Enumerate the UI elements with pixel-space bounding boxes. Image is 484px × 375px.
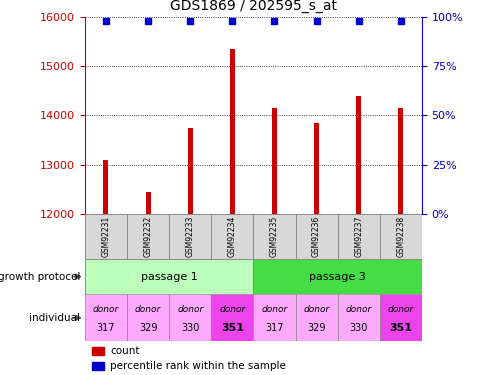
Bar bbox=[91, 362, 104, 370]
Text: donor: donor bbox=[219, 305, 245, 314]
Text: percentile rank within the sample: percentile rank within the sample bbox=[110, 361, 286, 371]
Bar bbox=[127, 214, 169, 259]
Text: growth protocol: growth protocol bbox=[0, 272, 80, 282]
Bar bbox=[355, 96, 361, 214]
Text: donor: donor bbox=[135, 305, 161, 314]
Text: 351: 351 bbox=[220, 323, 243, 333]
Text: 317: 317 bbox=[96, 323, 115, 333]
Text: 329: 329 bbox=[138, 323, 157, 333]
Text: GSM92231: GSM92231 bbox=[101, 216, 110, 257]
Bar bbox=[272, 108, 276, 214]
Text: GSM92238: GSM92238 bbox=[395, 216, 405, 257]
Bar bbox=[253, 214, 295, 259]
Text: donor: donor bbox=[345, 305, 371, 314]
Bar bbox=[337, 214, 379, 259]
Text: donor: donor bbox=[261, 305, 287, 314]
Text: donor: donor bbox=[177, 305, 203, 314]
Bar bbox=[103, 160, 108, 214]
Bar bbox=[295, 214, 337, 259]
Bar bbox=[253, 259, 421, 294]
Bar bbox=[379, 294, 421, 341]
Text: individual: individual bbox=[29, 313, 80, 323]
Text: 330: 330 bbox=[349, 323, 367, 333]
Text: donor: donor bbox=[303, 305, 329, 314]
Bar bbox=[145, 192, 151, 214]
Text: 329: 329 bbox=[307, 323, 325, 333]
Text: passage 1: passage 1 bbox=[140, 272, 197, 282]
Text: 330: 330 bbox=[181, 323, 199, 333]
Bar bbox=[253, 294, 295, 341]
Title: GDS1869 / 202595_s_at: GDS1869 / 202595_s_at bbox=[169, 0, 336, 13]
Text: passage 3: passage 3 bbox=[309, 272, 365, 282]
Bar bbox=[379, 214, 421, 259]
Text: donor: donor bbox=[387, 305, 413, 314]
Bar bbox=[295, 294, 337, 341]
Text: GSM92232: GSM92232 bbox=[143, 216, 152, 257]
Text: GSM92235: GSM92235 bbox=[270, 216, 278, 257]
Text: 351: 351 bbox=[389, 323, 411, 333]
Text: GSM92234: GSM92234 bbox=[227, 216, 236, 257]
Bar bbox=[314, 123, 318, 214]
Bar bbox=[169, 214, 211, 259]
Bar bbox=[169, 294, 211, 341]
Bar bbox=[211, 214, 253, 259]
Bar bbox=[91, 347, 104, 355]
Bar bbox=[229, 49, 234, 214]
Bar bbox=[397, 108, 403, 214]
Text: 317: 317 bbox=[265, 323, 283, 333]
Text: GSM92237: GSM92237 bbox=[353, 216, 363, 257]
Text: GSM92233: GSM92233 bbox=[185, 216, 194, 257]
Text: GSM92236: GSM92236 bbox=[312, 216, 320, 257]
Bar bbox=[187, 128, 192, 214]
Text: donor: donor bbox=[92, 305, 119, 314]
Bar bbox=[85, 259, 253, 294]
Bar bbox=[127, 294, 169, 341]
Bar bbox=[211, 294, 253, 341]
Bar bbox=[85, 294, 127, 341]
Bar bbox=[337, 294, 379, 341]
Bar bbox=[85, 214, 127, 259]
Text: count: count bbox=[110, 346, 140, 356]
